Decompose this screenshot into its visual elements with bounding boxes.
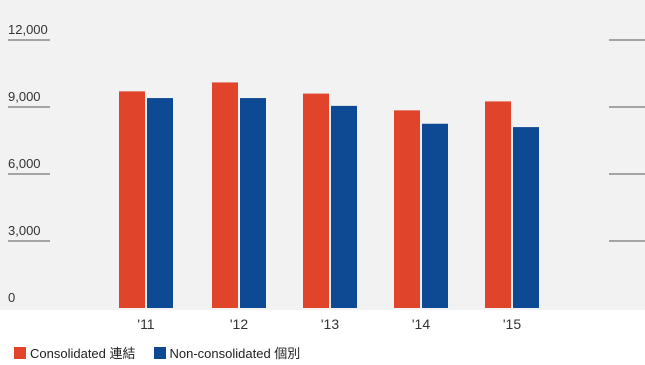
bar-consolidated-0 bbox=[119, 91, 145, 308]
bar-chart: 0 3,000 6,000 9,000 12,000 '11 '12 '13 '14 '15 bbox=[8, 22, 645, 332]
bar-consolidated-2 bbox=[303, 93, 329, 308]
bar-non-consolidated-3 bbox=[422, 123, 448, 308]
y-tick-label: 12,000 bbox=[8, 22, 48, 37]
x-tick-label: '11 bbox=[137, 316, 154, 332]
legend-item-non-consolidated: Non-consolidated 個別 bbox=[153, 343, 301, 362]
legend-swatch-consolidated bbox=[14, 346, 26, 359]
y-tick-label: 6,000 bbox=[8, 156, 41, 171]
y-tick-label: 9,000 bbox=[8, 89, 41, 104]
legend-item-consolidated: Consolidated 連結 bbox=[14, 343, 136, 362]
legend: Consolidated 連結 Non-consolidated 個別 bbox=[14, 343, 318, 362]
legend-swatch-non-consolidated bbox=[153, 346, 166, 359]
legend-label-consolidated: Consolidated 連結 bbox=[30, 346, 136, 361]
x-tick-label: '14 bbox=[412, 316, 430, 332]
bar-consolidated-1 bbox=[212, 82, 238, 308]
x-tick-label: '12 bbox=[230, 316, 248, 332]
y-tick-label: 0 bbox=[8, 290, 15, 305]
bar-non-consolidated-1 bbox=[240, 98, 266, 308]
x-tick-label: '13 bbox=[321, 316, 339, 332]
bar-non-consolidated-4 bbox=[513, 127, 539, 308]
bar-consolidated-3 bbox=[394, 110, 420, 308]
legend-label-non-consolidated: Non-consolidated 個別 bbox=[169, 346, 301, 361]
bar-non-consolidated-2 bbox=[331, 105, 357, 308]
y-tick-label: 3,000 bbox=[8, 223, 41, 238]
bar-non-consolidated-0 bbox=[147, 98, 173, 308]
x-tick-label: '15 bbox=[503, 316, 521, 332]
bar-consolidated-4 bbox=[485, 101, 511, 309]
